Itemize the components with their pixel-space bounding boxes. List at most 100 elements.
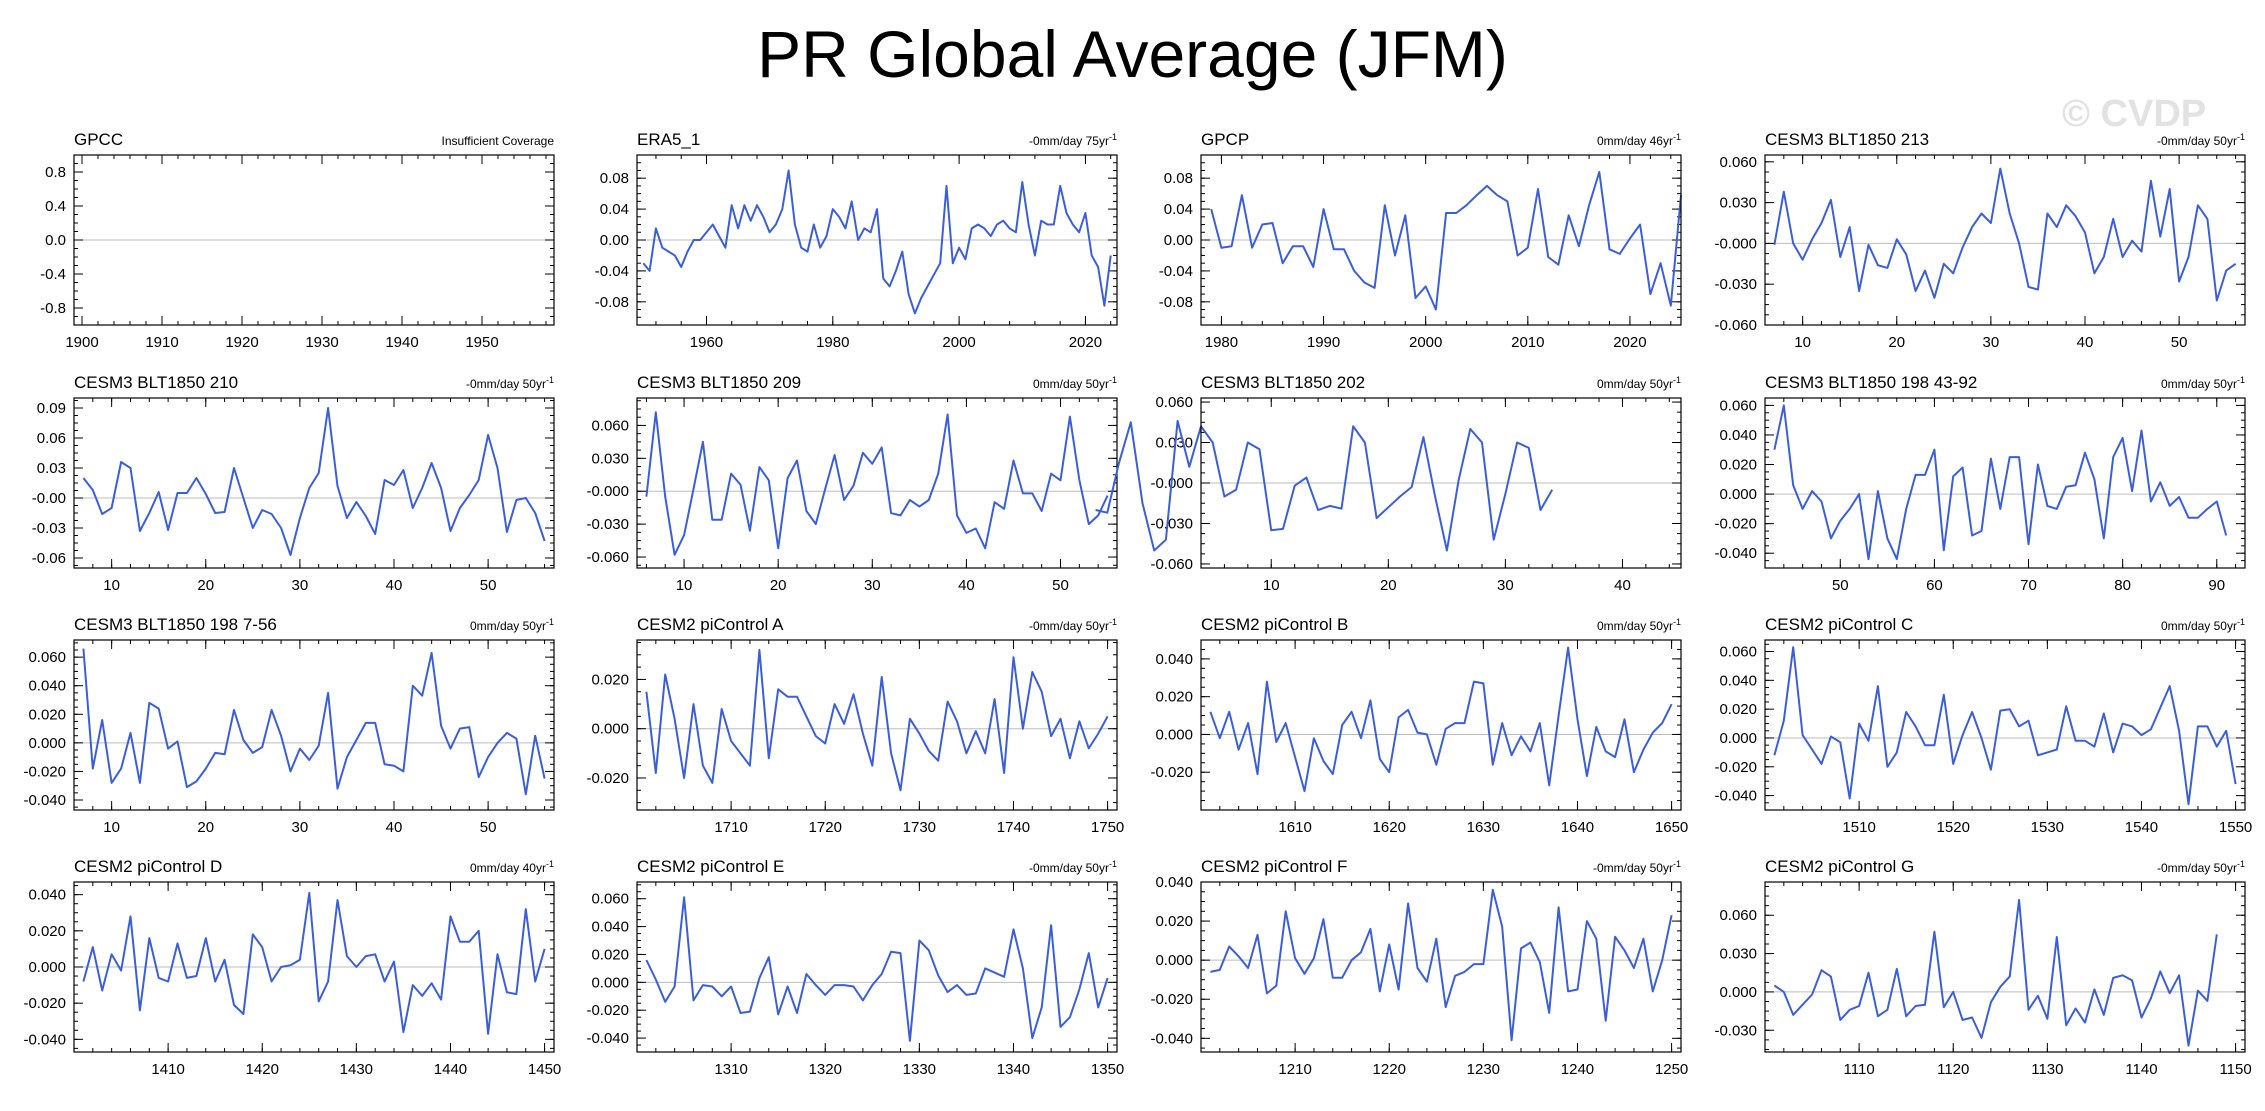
x-tick-label: 1940 [385,334,418,351]
series-line [1210,171,1682,311]
x-tick-label: 1740 [997,819,1030,836]
y-tick-label: 0.04 [600,201,629,218]
y-tick-label: -0.040 [23,792,66,809]
y-tick-label: 0.030 [591,450,629,467]
y-tick-label: 0.000 [591,721,629,738]
panel-5: CESM3 BLT1850 210 -0mm/day 50yr-1 -0.06 -0.… [32,373,555,594]
y-tick-label: 0.020 [28,706,66,723]
panel-title: GPCP [1201,130,1249,149]
y-tick-label: 0.0 [45,232,66,249]
panel-info: -0mm/day 50yr-1 [466,375,554,391]
y-tick-label: -0.020 [23,995,66,1012]
y-tick-label: 0.020 [591,671,629,688]
panel-info: Insufficient Coverage [441,134,554,148]
y-tick-label: -0.040 [23,1031,66,1048]
panel-15: CESM2 piControl F -0mm/day 50yr-1 -0.040 -0… [1150,857,1688,1078]
series-line [1773,404,2228,561]
plot-frame [1764,639,2246,811]
y-tick-label: 0.040 [591,919,629,936]
series-line [645,896,1109,1042]
y-tick-label: 0.000 [28,735,66,752]
x-tick-label: 1640 [1561,819,1594,836]
x-tick-label: 1750 [1091,819,1124,836]
panel-info-superscript: -1 [2237,617,2245,627]
y-tick-label: 0.040 [1155,651,1193,668]
y-tick-label: -0.04 [1159,263,1193,280]
cvdp-watermark: © CVDP [2062,93,2207,135]
x-tick-label: 1140 [2125,1061,2157,1078]
y-tick-label: 0.08 [1164,170,1193,187]
plot-frame [1764,154,2246,326]
y-tick-label: 0.060 [28,649,66,666]
panel-title: CESM2 piControl C [1765,615,1913,634]
y-tick-label: -0.08 [1159,294,1193,311]
panel-16: CESM2 piControl G -0mm/day 50yr-1 -0.030 0.… [1714,857,2251,1078]
x-tick-label: 50 [480,819,497,836]
x-tick-label: 40 [386,577,403,594]
x-tick-label: 1650 [1655,819,1688,836]
plot-frame [636,881,1118,1053]
x-tick-label: 10 [103,577,120,594]
panel-info: -0mm/day 50yr-1 [1029,859,1117,875]
panel-info-superscript: -1 [1109,859,1117,869]
y-tick-label: 0.00 [1164,232,1193,249]
y-tick-label: 0.000 [1719,486,1757,503]
y-tick-label: 0.040 [1719,427,1757,444]
x-tick-label: 50 [1052,577,1069,594]
x-tick-label: 1550 [2219,819,2252,836]
x-tick-label: 60 [1926,577,1943,594]
x-tick-label: 90 [2208,577,2225,594]
x-tick-label: 1310 [714,1061,747,1078]
panel-12: CESM2 piControl C 0mm/day 50yr-1 -0.040 -0.… [1714,615,2252,836]
x-tick-label: 30 [1983,334,2000,351]
panel-info: 0mm/day 40yr-1 [470,859,554,875]
x-tick-label: 20 [770,577,787,594]
series-line [645,411,1109,556]
x-tick-label: 1980 [1205,334,1238,351]
y-tick-label: 0.000 [1155,952,1193,969]
series-line [1095,419,1554,552]
panel-title: CESM2 piControl G [1765,857,1914,876]
x-tick-label: 1120 [1937,1061,1969,1078]
y-tick-label: 0.4 [45,198,66,215]
x-tick-label: 1910 [145,334,178,351]
x-tick-label: 1900 [65,334,98,351]
x-tick-label: 1540 [2125,819,2158,836]
y-tick-label: -0.020 [1714,759,1757,776]
panel-title: CESM3 BLT1850 213 [1765,130,1929,149]
panel-info-superscript: -1 [546,375,554,385]
x-tick-label: 2020 [1069,334,1102,351]
plot-frame [1200,154,1682,326]
panel-title: CESM3 BLT1850 210 [74,373,238,392]
plot-frame [1764,397,2246,569]
y-tick-label: -0.00 [32,490,66,507]
plot-frame [636,154,1118,326]
x-tick-label: 20 [1380,577,1397,594]
y-tick-label: -0.030 [1150,515,1193,532]
x-tick-label: 1350 [1091,1061,1124,1078]
panel-title: CESM2 piControl D [74,857,222,876]
y-tick-label: 0.040 [1155,874,1193,891]
y-tick-label: 0.040 [1719,672,1757,689]
x-tick-label: 1630 [1467,819,1500,836]
y-tick-label: 0.030 [1719,195,1757,212]
y-tick-label: -0.040 [586,1030,629,1047]
plot-frame [73,397,555,569]
x-tick-label: 30 [292,577,309,594]
x-tick-label: 1150 [2219,1061,2251,1078]
plot-frame [73,154,555,326]
panel-11: CESM2 piControl B 0mm/day 50yr-1 -0.020 0.0… [1150,615,1688,836]
plot-frame [1200,639,1682,811]
x-tick-label: 1130 [2031,1061,2063,1078]
panel-4: CESM3 BLT1850 213 -0mm/day 50yr-1 -0.060 -0… [1714,130,2246,351]
y-tick-label: -0.000 [1714,235,1757,252]
x-tick-label: 1420 [246,1061,279,1078]
y-tick-label: 0.060 [1155,394,1193,411]
panel-info: -0mm/day 50yr-1 [2157,132,2245,148]
panel-info: 0mm/day 50yr-1 [1033,375,1117,391]
x-tick-label: 70 [2020,577,2037,594]
panel-info-superscript: -1 [1673,132,1681,142]
y-tick-label: 0.000 [28,959,66,976]
panel-info: 0mm/day 50yr-1 [1597,617,1681,633]
y-tick-label: 0.060 [1719,397,1757,414]
